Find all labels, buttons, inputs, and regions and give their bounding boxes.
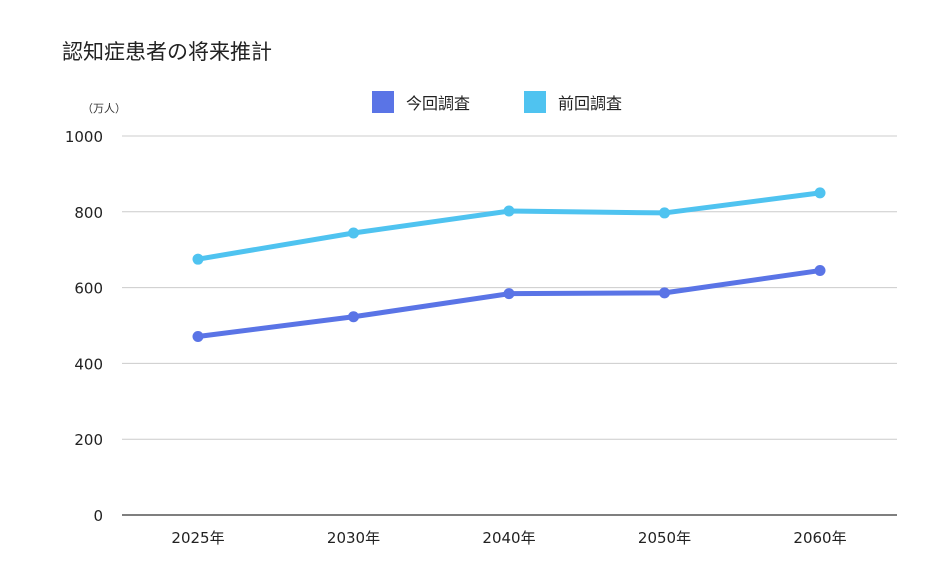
x-tick-label-0: 2025年	[171, 529, 224, 547]
series-lines	[192, 187, 826, 342]
x-tick-label-3: 2050年	[638, 529, 691, 547]
y-axis-unit-label: （万人）	[82, 102, 126, 115]
grid-lines	[122, 135, 897, 516]
legend-item-current-survey: 今回調査	[372, 90, 470, 114]
data-point-0-0	[192, 330, 204, 342]
x-axis-ticks: 2025年 2030年 2040年 2050年 2060年	[171, 529, 846, 547]
y-axis-ticks: 0 200 400 600 800 1000	[65, 128, 103, 525]
data-point-1-3	[659, 207, 670, 219]
y-tick-label-1000: 1000	[65, 128, 103, 146]
data-point-1-2	[503, 205, 515, 217]
x-tick-label-1: 2030年	[327, 529, 380, 547]
x-tick-label-4: 2060年	[793, 529, 846, 547]
data-point-0-4	[814, 265, 826, 277]
legend-label-previous-survey: 前回調査	[558, 94, 623, 113]
y-tick-label-0: 0	[93, 507, 103, 525]
data-point-0-2	[503, 288, 515, 300]
data-point-1-4	[814, 187, 826, 199]
legend-label-current-survey: 今回調査	[406, 94, 471, 113]
legend-swatch-previous-survey	[524, 91, 546, 113]
series-line-0	[195, 268, 823, 339]
x-tick-label-2: 2040年	[482, 529, 535, 547]
data-point-1-0	[192, 253, 204, 265]
y-tick-label-200: 200	[74, 431, 103, 449]
series-0	[192, 265, 826, 342]
data-point-0-1	[348, 311, 359, 323]
y-tick-label-400: 400	[74, 355, 103, 373]
series-1	[192, 187, 826, 265]
y-tick-label-600: 600	[74, 280, 103, 298]
legend: 今回調査 前回調査	[0, 90, 947, 114]
data-point-1-1	[348, 227, 359, 239]
chart-title: 認知症患者の将来推計	[62, 40, 272, 64]
series-line-1	[195, 190, 823, 262]
legend-swatch-current-survey	[372, 91, 394, 113]
legend-item-previous-survey: 前回調査	[524, 90, 622, 114]
data-point-0-3	[659, 287, 670, 299]
y-tick-label-800: 800	[74, 204, 103, 222]
